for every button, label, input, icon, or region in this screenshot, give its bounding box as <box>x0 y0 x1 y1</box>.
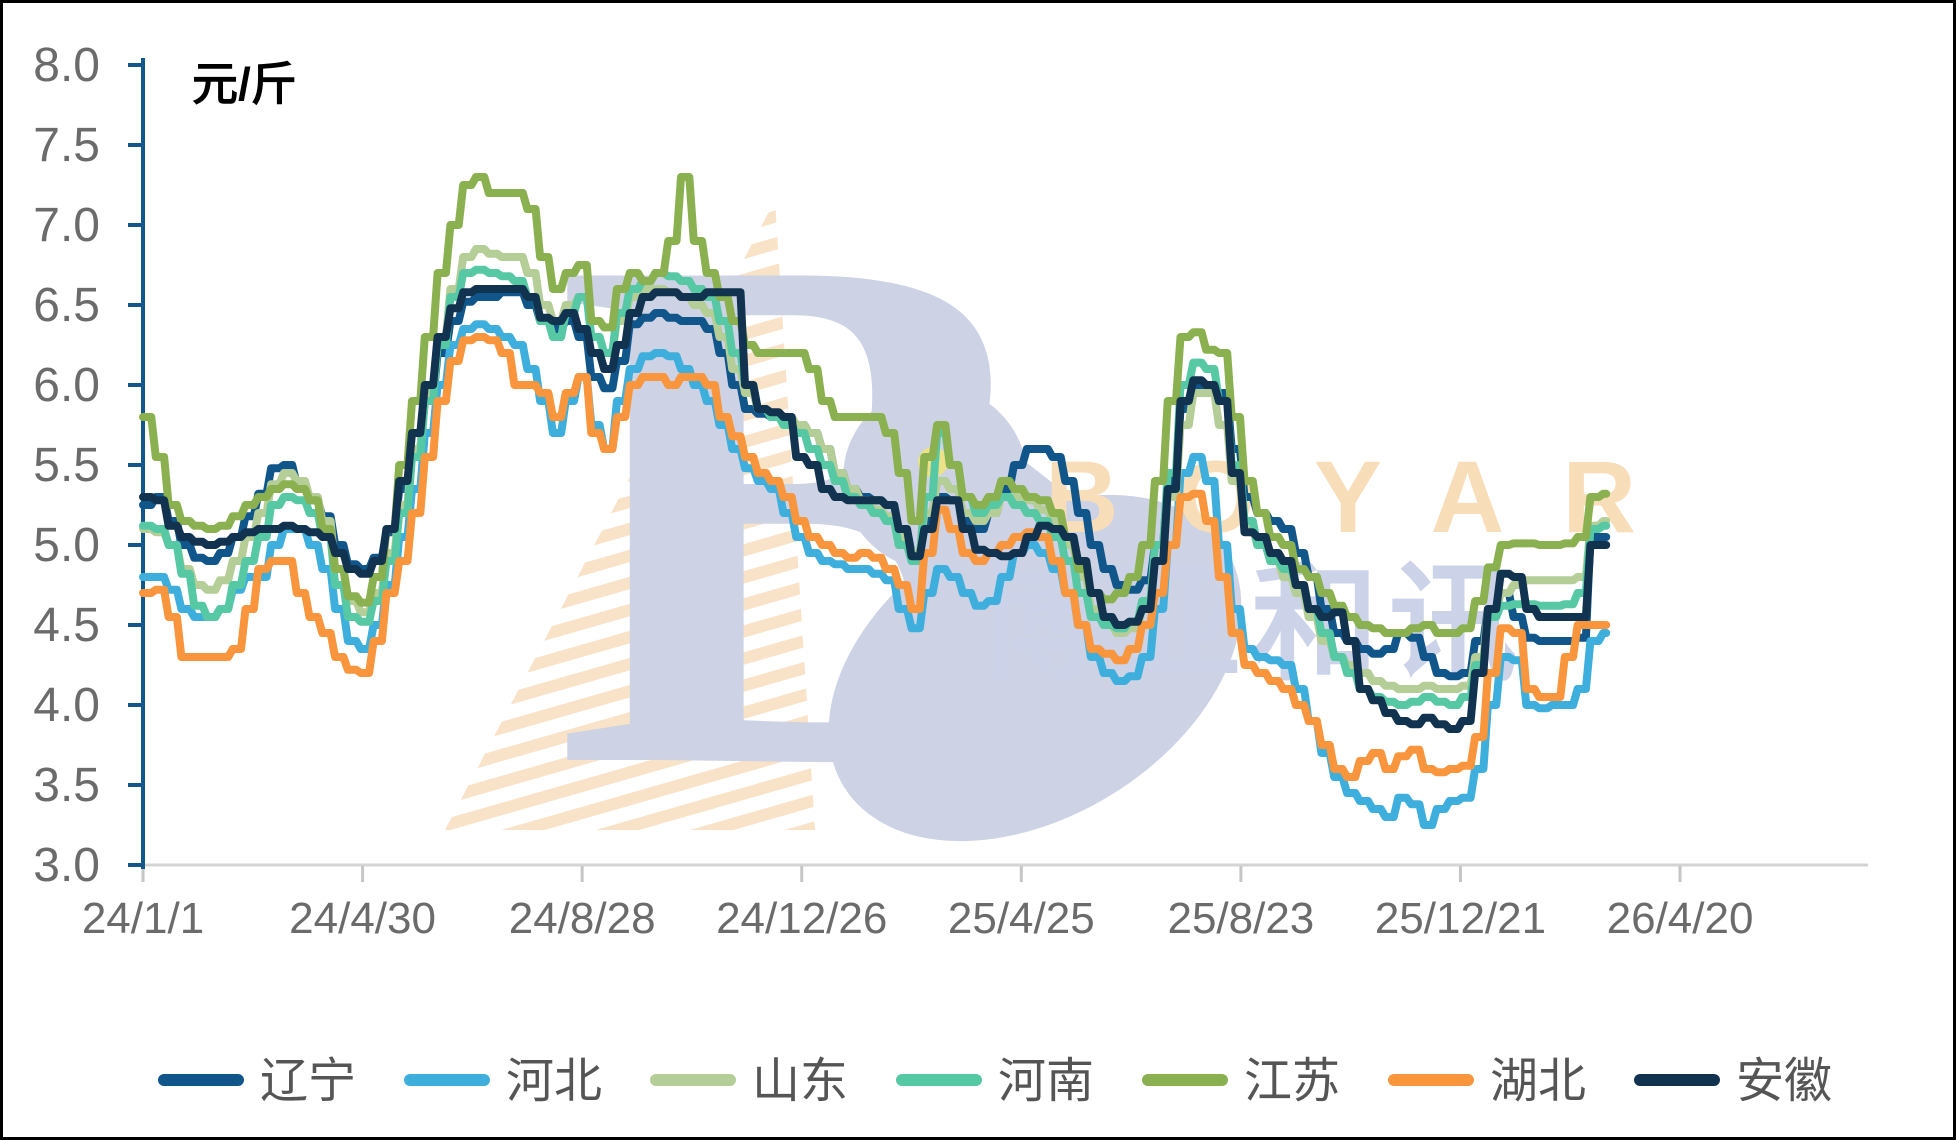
legend-swatch <box>1142 1074 1228 1086</box>
unit-label: 元/斤 <box>192 58 297 110</box>
x-tick-label: 25/8/23 <box>1167 894 1314 943</box>
legend-item-湖北: 湖北 <box>1388 1055 1586 1108</box>
y-tick-label: 4.0 <box>33 679 100 732</box>
series-line-安徽 <box>139 285 1611 733</box>
x-axis: 24/1/1 24/4/30 24/8/28 24/12/26 25/4/25 25/8/… <box>82 863 1868 943</box>
y-axis: 8.0 7.5 7.0 6.5 6.0 5.5 5.0 4.5 4.0 3.5 3.0 <box>33 39 145 892</box>
y-tick-label: 7.5 <box>33 119 100 172</box>
x-tick-label: 24/12/26 <box>716 894 887 943</box>
legend-label: 河南 <box>998 1055 1094 1108</box>
x-tick-label: 26/4/20 <box>1607 894 1754 943</box>
legend-swatch <box>650 1074 736 1086</box>
legend-label: 江苏 <box>1244 1055 1340 1108</box>
series-lines <box>139 173 1611 829</box>
legend-item-河南: 河南 <box>896 1055 1094 1108</box>
y-tick-label: 5.5 <box>33 439 100 492</box>
legend-swatch <box>404 1074 490 1086</box>
y-tick-label: 3.5 <box>33 759 100 812</box>
legend-item-山东: 山东 <box>650 1055 848 1108</box>
y-tick-label: 3.0 <box>33 839 100 892</box>
series-line-河北 <box>139 320 1611 829</box>
y-tick-label: 7.0 <box>33 199 100 252</box>
legend-label: 河北 <box>506 1055 602 1108</box>
legend-item-辽宁: 辽宁 <box>158 1055 356 1108</box>
x-tick-label: 25/4/25 <box>948 894 1095 943</box>
legend-swatch <box>896 1074 982 1086</box>
watermark-latin-text: BOYAR <box>1045 440 1694 554</box>
x-tick-label: 24/8/28 <box>509 894 656 943</box>
x-tick-label: 24/4/30 <box>289 894 436 943</box>
legend-label: 安徽 <box>1736 1055 1832 1108</box>
y-tick-label: 4.5 <box>33 599 100 652</box>
x-tick-label: 25/12/21 <box>1375 894 1546 943</box>
legend-label: 山东 <box>752 1055 848 1108</box>
legend-swatch <box>1388 1074 1474 1086</box>
watermark-wing-stripes <box>445 200 815 830</box>
legend-item-江苏: 江苏 <box>1142 1055 1340 1108</box>
y-tick-label: 8.0 <box>33 39 100 92</box>
legend-item-安徽: 安徽 <box>1634 1055 1832 1108</box>
legend-label: 湖北 <box>1490 1055 1586 1108</box>
series-line-湖北 <box>139 333 1611 781</box>
legend-item-河北: 河北 <box>404 1055 602 1108</box>
y-tick-label: 5.0 <box>33 519 100 572</box>
legend: 辽宁 河北 山东 河南 江苏 湖北 安徽 <box>158 1055 1832 1108</box>
y-tick-label: 6.5 <box>33 279 100 332</box>
legend-label: 辽宁 <box>260 1055 356 1108</box>
y-tick-label: 6.0 <box>33 359 100 412</box>
x-tick-label: 24/1/1 <box>82 894 204 943</box>
legend-swatch <box>158 1074 244 1086</box>
legend-swatch <box>1634 1074 1720 1086</box>
